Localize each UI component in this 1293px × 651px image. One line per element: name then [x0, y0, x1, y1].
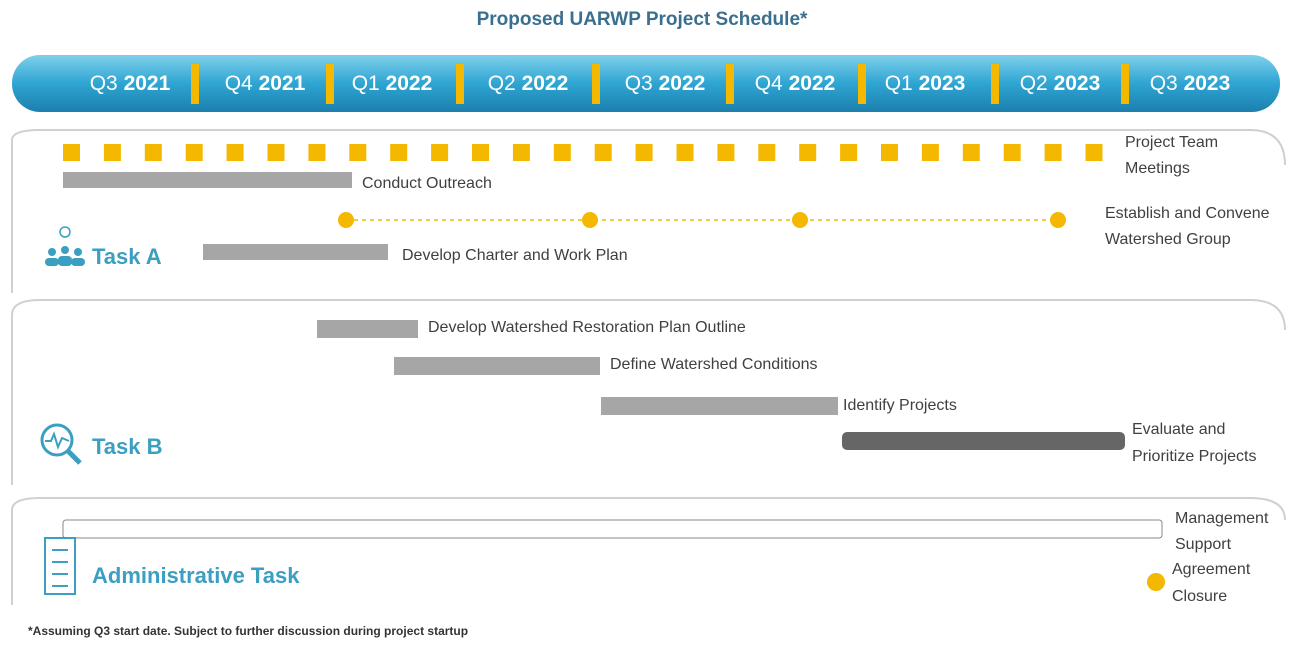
quarter-year: 2022	[386, 72, 433, 95]
quarter: Q3	[1150, 72, 1178, 95]
meeting-marker	[1085, 144, 1103, 161]
quarter-separator	[991, 64, 999, 104]
quarter-label: Q4 2022	[755, 72, 836, 95]
meeting-marker	[390, 144, 408, 161]
meeting-marker	[103, 144, 121, 161]
meeting-marker	[758, 144, 776, 161]
task-a-icon	[45, 226, 85, 266]
quarter-label: Q1 2022	[352, 72, 433, 95]
meeting-marker	[676, 144, 694, 161]
evaluate-bar	[842, 432, 1125, 450]
meetings-label: Meetings	[1125, 160, 1190, 177]
charter-label: Develop Charter and Work Plan	[402, 247, 628, 264]
quarter: Q1	[352, 72, 380, 95]
closure-milestone	[1147, 573, 1165, 591]
quarter-year: 2022	[522, 72, 569, 95]
task-b-label: Task B	[92, 434, 163, 459]
quarter-label: Q3 2021	[90, 72, 171, 95]
milestone	[582, 212, 598, 228]
admin-icon	[44, 537, 76, 595]
outreach-label: Conduct Outreach	[362, 175, 492, 192]
quarter: Q1	[885, 72, 913, 95]
quarter-label: Q2 2022	[488, 72, 569, 95]
meetings-label: Project Team	[1125, 134, 1218, 151]
quarter-year: 2023	[1184, 72, 1231, 95]
meeting-marker	[267, 144, 285, 161]
task-a-label: Task A	[92, 244, 162, 269]
meeting-marker	[635, 144, 653, 161]
title: Proposed UARWP Project Schedule*	[477, 9, 808, 30]
support-label: Support	[1175, 536, 1232, 553]
conditions-bar	[394, 357, 600, 375]
meeting-marker	[717, 144, 735, 161]
watershed-group-label: Establish and Convene	[1105, 205, 1270, 222]
outline-bar	[317, 320, 418, 338]
milestone	[792, 212, 808, 228]
watershed-group-label: Watershed Group	[1105, 231, 1231, 248]
meeting-marker	[431, 144, 449, 161]
quarter-year: 2021	[124, 72, 171, 95]
meeting-marker	[594, 144, 612, 161]
milestone	[338, 212, 354, 228]
admin-panel	[11, 497, 1286, 605]
meeting-marker	[472, 144, 489, 161]
quarter-separator	[592, 64, 600, 104]
quarter-label: Q4 2021	[225, 72, 306, 95]
charter-bar	[203, 244, 388, 260]
milestone	[1050, 212, 1066, 228]
quarter-year: 2023	[919, 72, 966, 95]
task-b-icon	[40, 423, 82, 465]
quarter: Q4	[755, 72, 783, 95]
quarter-separator	[726, 64, 734, 104]
meeting-marker	[881, 144, 898, 161]
meeting-marker	[921, 144, 939, 161]
meeting-marker	[1044, 144, 1062, 161]
closure-label: Closure	[1172, 588, 1227, 605]
conditions-label: Define Watershed Conditions	[610, 356, 818, 373]
quarter-separator	[456, 64, 464, 104]
meeting-marker	[185, 144, 203, 161]
quarter-label: Q3 2023	[1150, 72, 1231, 95]
meeting-marker	[349, 144, 367, 161]
quarter-label: Q2 2023	[1020, 72, 1101, 95]
quarter-separator	[858, 64, 866, 104]
admin-label: Administrative Task	[92, 563, 300, 588]
evaluate-label: Prioritize Projects	[1132, 448, 1256, 465]
meeting-marker	[1003, 144, 1021, 161]
meeting-marker	[962, 144, 980, 161]
quarter: Q4	[225, 72, 253, 95]
evaluate-label: Evaluate and	[1132, 421, 1225, 438]
meeting-marker	[226, 144, 244, 161]
meeting-marker	[799, 144, 817, 161]
quarter-year: 2021	[259, 72, 306, 95]
projects-label: Identify Projects	[843, 397, 957, 414]
quarter-separator	[1121, 64, 1129, 104]
quarter: Q2	[1020, 72, 1048, 95]
quarter: Q3	[625, 72, 653, 95]
closure-label: Agreement	[1172, 561, 1251, 578]
meeting-marker	[512, 144, 530, 161]
quarter-separator	[191, 64, 199, 104]
quarter-year: 2023	[1054, 72, 1101, 95]
quarter-year: 2022	[659, 72, 706, 95]
quarter-separator	[326, 64, 334, 104]
outreach-bar	[63, 172, 352, 188]
task-b-panel	[11, 299, 1286, 485]
quarter: Q2	[488, 72, 516, 95]
meeting-marker	[840, 144, 858, 161]
support-label: Management	[1175, 510, 1269, 527]
quarter-year: 2022	[789, 72, 836, 95]
support-bar	[62, 519, 1163, 539]
meeting-marker	[63, 144, 80, 161]
projects-bar	[601, 397, 838, 415]
footnote: *Assuming Q3 start date. Subject to furt…	[28, 624, 468, 638]
quarter: Q3	[90, 72, 118, 95]
outline-label: Develop Watershed Restoration Plan Outli…	[428, 319, 746, 336]
meeting-marker	[553, 144, 571, 161]
meeting-marker	[144, 144, 162, 161]
quarter-label: Q3 2022	[625, 72, 706, 95]
quarter-label: Q1 2023	[885, 72, 966, 95]
meeting-marker	[308, 144, 326, 161]
